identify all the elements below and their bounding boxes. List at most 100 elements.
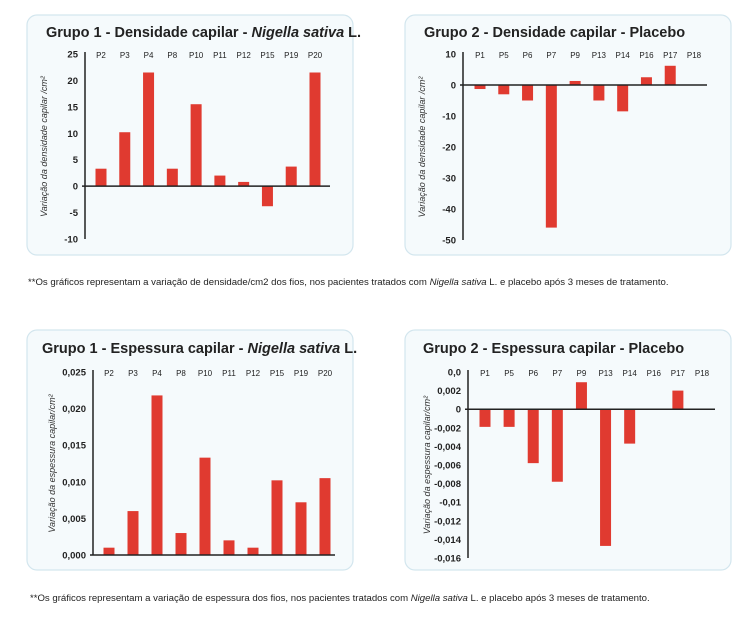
bar-p2 (95, 168, 107, 187)
bar-p1 (474, 85, 486, 90)
category-label: P17 (671, 369, 686, 378)
category-label: P14 (623, 369, 638, 378)
category-label: P8 (176, 369, 186, 378)
y-tick-label: 0 (456, 405, 461, 416)
y-axis-label: Variação da densidade capilar /cm² (39, 75, 49, 217)
bar-p8 (166, 168, 178, 187)
y-tick-label: -0,002 (434, 423, 461, 434)
y-tick-label: -50 (442, 236, 456, 247)
category-label: P3 (120, 51, 130, 60)
y-tick-label: 0,025 (62, 368, 86, 379)
chart-title-part: L. (344, 25, 361, 41)
category-label: P16 (639, 51, 654, 60)
y-tick-label: 0,020 (62, 404, 86, 415)
y-tick-label: -0,006 (434, 461, 461, 472)
y-tick-label: 5 (73, 155, 79, 166)
bar-p9 (569, 80, 581, 85)
bar-p1 (479, 409, 491, 427)
bar-p7 (545, 85, 557, 228)
category-label: P12 (237, 51, 252, 60)
category-label: P18 (695, 369, 710, 378)
category-label: P13 (598, 369, 613, 378)
caption-density: **Os gráficos representam a variação de … (28, 277, 669, 288)
category-label: P3 (128, 369, 138, 378)
y-tick-label: -0,004 (434, 442, 462, 453)
category-label: P19 (294, 369, 309, 378)
category-label: P1 (475, 51, 485, 60)
bar-p15 (261, 186, 273, 207)
y-tick-label: -0,016 (434, 554, 461, 565)
y-tick-label: -0,012 (434, 516, 461, 527)
bar-p2 (103, 547, 115, 555)
y-tick-label: 0 (451, 81, 456, 92)
category-label: P7 (552, 369, 562, 378)
y-tick-label: -20 (442, 143, 456, 154)
category-label: P17 (663, 51, 678, 60)
bar-p5 (498, 85, 510, 95)
chart-title-part: Grupo 2 - Densidade capilar - Placebo (424, 25, 685, 41)
chart-panel-1: Grupo 1 - Densidade capilar - Nigella sa… (26, 14, 361, 256)
bar-p17 (672, 390, 684, 410)
bar-p20 (319, 478, 331, 555)
category-label: P5 (499, 51, 509, 60)
y-tick-label: -30 (442, 174, 456, 185)
category-label: P16 (647, 369, 662, 378)
category-label: P15 (260, 51, 275, 60)
category-label: P9 (570, 51, 580, 60)
category-label: P6 (523, 51, 533, 60)
category-label: P2 (96, 51, 106, 60)
chart-title: Grupo 2 - Espessura capilar - Placebo (423, 341, 684, 357)
y-tick-label: -0,014 (434, 535, 462, 546)
y-tick-label: -0,008 (434, 479, 461, 490)
category-label: P13 (592, 51, 607, 60)
category-label: P7 (546, 51, 556, 60)
category-label: P2 (104, 369, 114, 378)
chart-title-part: L. (340, 341, 357, 357)
bar-p16 (640, 77, 652, 85)
y-tick-label: 0,0 (448, 368, 461, 379)
y-tick-label: 25 (67, 50, 78, 61)
y-tick-label: -40 (442, 205, 456, 216)
y-tick-label: -0,01 (439, 498, 461, 509)
bar-p12 (247, 547, 259, 555)
bar-p4 (151, 395, 163, 555)
category-label: P12 (246, 369, 261, 378)
category-label: P20 (318, 369, 333, 378)
category-label: P10 (198, 369, 213, 378)
y-tick-label: 0,005 (62, 514, 86, 525)
y-axis-label: Variação da espessura capilar/cm² (47, 393, 57, 532)
bar-p11 (214, 175, 226, 187)
chart-title-part: Nigella sativa (248, 341, 341, 357)
bar-p13 (600, 409, 612, 546)
y-tick-label: -5 (70, 208, 79, 219)
category-label: P6 (528, 369, 538, 378)
chart-panel-background (404, 14, 732, 256)
chart-panel-3: Grupo 1 - Espessura capilar - Nigella sa… (26, 329, 357, 571)
category-label: P4 (152, 369, 162, 378)
bar-p4 (143, 72, 155, 187)
category-label: P11 (213, 51, 227, 60)
bar-p3 (127, 511, 139, 555)
category-label: P15 (270, 369, 285, 378)
caption-thickness: **Os gráficos representam a variação de … (30, 593, 650, 604)
y-tick-label: 0,002 (437, 386, 461, 397)
category-label: P4 (144, 51, 154, 60)
y-axis-label: Variação da densidade capilar /cm² (417, 76, 427, 218)
bar-p6 (522, 85, 534, 101)
bar-p13 (593, 85, 605, 101)
category-label: P10 (189, 51, 204, 60)
chart-title-part: Grupo 2 - Espessura capilar - Placebo (423, 341, 684, 357)
chart-title-part: Nigella sativa (251, 25, 344, 41)
bar-p14 (624, 409, 636, 444)
bar-p19 (285, 166, 297, 187)
y-tick-label: 0,015 (62, 441, 86, 452)
category-label: P19 (284, 51, 299, 60)
y-tick-label: 0,010 (62, 477, 86, 488)
bar-p12 (238, 181, 250, 187)
y-axis-label: Variação da espessura capilar/cm² (422, 395, 432, 534)
category-label: P9 (577, 369, 587, 378)
category-label: P14 (616, 51, 631, 60)
bar-p14 (617, 85, 629, 112)
category-label: P8 (167, 51, 177, 60)
